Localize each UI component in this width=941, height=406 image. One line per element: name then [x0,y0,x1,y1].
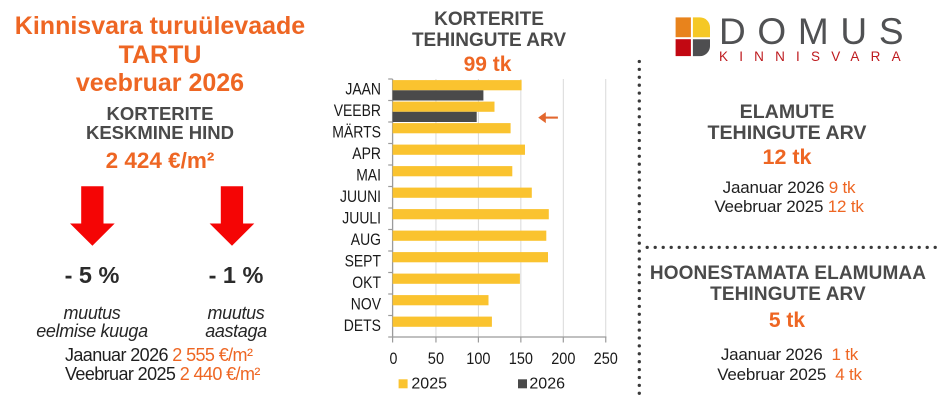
svg-text:JUUNI: JUUNI [340,188,381,206]
svg-text:SEPT: SEPT [345,253,381,271]
svg-text:DETS: DETS [344,317,381,335]
svg-text:NOV: NOV [351,296,381,314]
svg-text:0: 0 [389,349,397,368]
svg-text:JUULI: JUULI [342,210,381,228]
svg-text:100: 100 [466,349,490,368]
svg-text:MAI: MAI [356,167,381,185]
svg-text:MÄRTS: MÄRTS [332,124,381,142]
svg-text:OKT: OKT [352,274,381,292]
svg-text:2026: 2026 [529,376,565,393]
svg-text:2025: 2025 [411,376,447,393]
svg-text:APR: APR [352,145,381,163]
svg-text:AUG: AUG [351,231,381,249]
svg-text:150: 150 [509,349,533,368]
svg-text:250: 250 [594,349,618,368]
svg-text:200: 200 [551,349,575,368]
svg-text:VEEBR: VEEBR [334,102,381,120]
svg-text:JAAN: JAAN [345,81,381,99]
svg-text:50: 50 [428,349,444,368]
